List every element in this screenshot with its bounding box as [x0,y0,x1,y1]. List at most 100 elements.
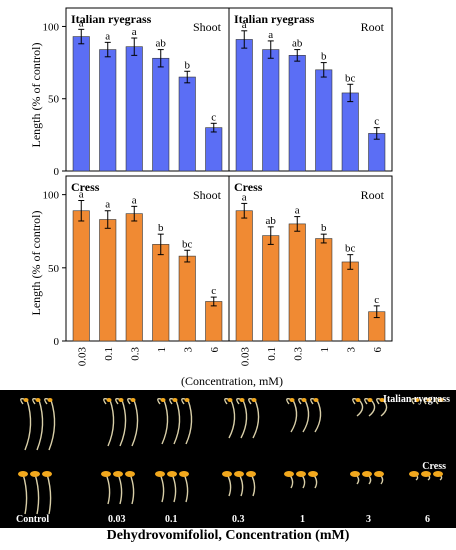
chart-panel-4: Cress Root a 0.03 ab 0.1 a 0.3 b 1 bc 3 c 6 [228,175,393,366]
figure-caption: Dehydrovomifoliol, Concentration (mM) [106,528,350,543]
seedling-cotyledon [251,398,257,402]
bar [262,49,280,172]
seedling-cotyledon [125,471,135,477]
significance-letter: a [132,194,137,206]
y-axis-label-top: Length (% of control) [29,43,43,148]
photo-concentration-label: 0.3 [232,514,245,525]
x-tick-label: 0.3 [129,347,141,361]
x-tick-label: 6 [372,347,384,353]
significance-letter: b [321,222,327,234]
seedling [250,473,256,497]
panel-frame [228,7,393,172]
seedling-cotyledon [296,471,306,477]
significance-letter: a [295,205,300,217]
seedling-cotyledon [118,398,124,402]
seedling [44,397,56,451]
x-tick-label: 3 [182,347,194,353]
seedling-cotyledon [179,471,189,477]
photo-concentration-label: 1 [300,514,305,525]
seedling-cotyledon [222,471,232,477]
seedling [20,397,32,451]
seedling-cotyledon [47,398,53,402]
x-tick-label: 0.1 [103,347,115,361]
seedling-cotyledon [414,398,420,402]
seedling [236,397,248,439]
bar [341,261,359,342]
seedling [115,397,127,447]
significance-letter: ab [266,215,277,227]
seedling-cotyledon [167,471,177,477]
panel-organ-label: Root [361,188,385,202]
panel-species-title: Italian ryegrass [71,12,152,26]
seedling [248,397,260,439]
seedling [298,397,310,433]
seedling-cotyledon [113,471,123,477]
x-axis-label: (Concentration, mM) [181,374,283,388]
bar [178,76,196,172]
seedling [34,473,40,515]
seedling-cotyledon [433,471,443,477]
seedling-drawing [20,397,444,451]
seedling-cotyledon [155,471,165,477]
panel-species-title: Italian ryegrass [234,12,315,26]
bar [235,210,253,342]
photo-label-cress: Cress [422,461,446,472]
x-tick-label: 0.03 [76,347,88,367]
chart-panel-2: Italian ryegrass Root a a ab b bc c [228,7,393,172]
bar [315,69,333,172]
seedling-cotyledon [106,398,112,402]
seedling-cotyledon [409,471,419,477]
chart-panel-3: 0 50 100 Cress Shoot a 0.03 a 0.1 a 0.3 b 1 bc 3 c 6 [43,175,230,367]
seedling [226,473,232,497]
seedling-cotyledon [35,398,41,402]
photo-concentration-label: 0.03 [108,514,126,525]
significance-letter: c [211,111,216,123]
significance-letter: c [374,116,379,128]
seedling-drawing [18,471,443,515]
bar [235,39,253,172]
seedling [238,473,244,497]
seedling [117,473,123,505]
bar [288,55,306,172]
y-tick-label: 100 [43,21,60,33]
seedling-cotyledon [18,471,28,477]
seedling [22,473,28,515]
seedling-cotyledon [426,398,432,402]
seedling [103,397,115,447]
seedling-cotyledon [239,398,245,402]
significance-letter: b [185,59,191,71]
x-tick-label: 0.1 [266,347,278,361]
seedling-cotyledon [234,471,244,477]
seedling-cotyledon [246,471,256,477]
x-tick-label: 1 [156,347,168,353]
seedling-cotyledon [355,398,361,402]
bar [152,244,170,342]
panel-species-title: Cress [234,180,263,194]
bar [125,213,143,342]
bar [72,210,90,342]
seedling [159,473,165,503]
cress-photo-row [0,456,456,522]
significance-letter: bc [182,238,193,250]
seedling [310,397,322,433]
seedling-cotyledon [367,398,373,402]
bar [99,219,117,342]
photo-concentration-label: 3 [366,514,371,525]
bar [205,301,223,342]
bar [205,127,223,172]
seedling [286,397,298,433]
significance-letter: b [321,51,327,63]
bar [262,235,280,342]
significance-letter: c [374,294,379,306]
seedling-cotyledon [172,398,178,402]
y-tick-label: 50 [48,94,60,106]
seedling [157,397,169,445]
seedling-cotyledon [160,398,166,402]
photo-label-ryegrass: Italian ryegrass [383,394,450,405]
seedling-cotyledon [308,471,318,477]
seedling [183,473,189,503]
significance-letter: a [242,19,247,31]
seedling-cotyledon [379,398,385,402]
panel-organ-label: Root [361,20,385,34]
seedling-cotyledon [30,471,40,477]
